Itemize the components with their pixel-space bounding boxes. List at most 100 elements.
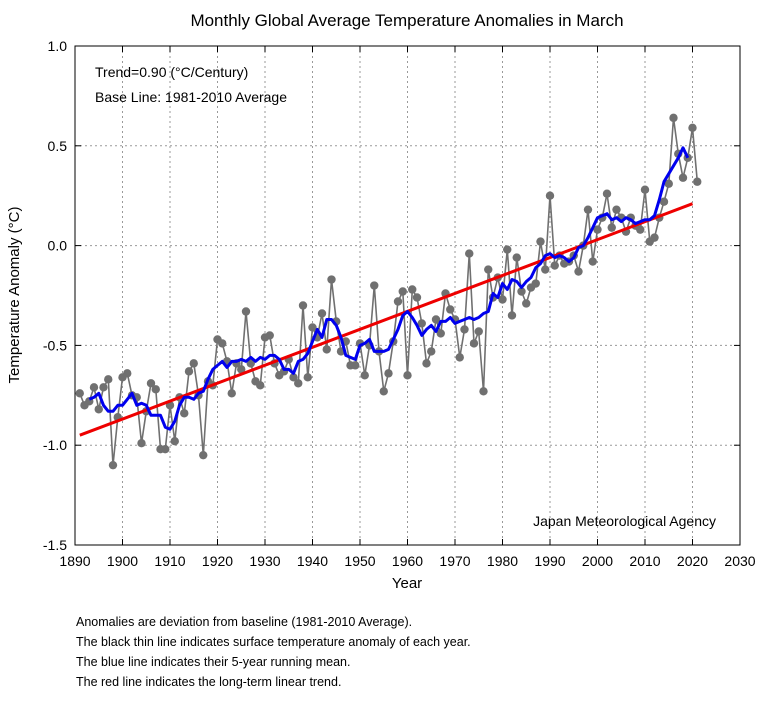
x-tick-label: 1960 [392, 553, 423, 569]
annual-data-point [184, 367, 194, 376]
series-layer [75, 113, 702, 470]
annual-data-point [545, 191, 555, 200]
annual-data-point [89, 383, 99, 392]
annual-data-point [123, 369, 132, 378]
annual-data-point [436, 329, 445, 338]
annual-data-point [218, 339, 227, 348]
x-tick-label: 1930 [249, 553, 280, 569]
source-annotation: Japan Meteorological Agency [533, 513, 716, 529]
annual-data-point [99, 383, 108, 392]
grid [75, 46, 740, 545]
x-axis-label: Year [392, 575, 422, 592]
note-line: The blue line indicates their 5-year run… [76, 655, 351, 669]
note-line: The red line indicates the long-term lin… [76, 675, 342, 689]
x-tick-label: 2010 [629, 553, 660, 569]
annual-data-point [431, 315, 441, 324]
annual-data-point [446, 305, 455, 314]
annual-data-point [170, 437, 179, 446]
annual-data-point [237, 365, 246, 374]
annual-data-point [161, 444, 170, 454]
annual-data-point [317, 309, 327, 318]
annual-data-point [398, 287, 407, 296]
annual-data-point [322, 345, 331, 354]
annual-data-point [612, 205, 621, 214]
annual-data-point [104, 375, 113, 384]
annual-data-point [512, 253, 521, 262]
annual-data-point [574, 267, 583, 276]
x-tick-label: 1970 [439, 553, 470, 569]
annual-data-point [241, 307, 251, 316]
annual-data-point [408, 285, 417, 294]
annual-data-point [536, 237, 545, 246]
annual-data-point [298, 301, 308, 310]
annual-data-point [460, 325, 469, 334]
annual-data-point [370, 281, 379, 290]
y-tick-label: -1.0 [43, 437, 67, 453]
annual-data-point [189, 359, 198, 368]
annual-data-point [384, 369, 393, 378]
annual-data-point [517, 287, 526, 296]
ticks: 1890 1900 1910 1920 1930 1940 1950 1960 1970 1980… [43, 38, 756, 569]
annual-data-point [484, 265, 493, 274]
annual-data-point [669, 113, 678, 123]
temperature-anomaly-chart: Monthly Global Average Temperature Anoma… [6, 11, 756, 592]
annual-data-point [289, 373, 298, 382]
annual-data-point [360, 371, 369, 380]
y-tick-label: -1.5 [43, 537, 67, 553]
x-tick-label: 1950 [344, 553, 375, 569]
annual-data-point [417, 319, 426, 328]
annual-data-point [583, 205, 593, 214]
annual-anomaly-line [79, 117, 699, 467]
annual-data-point [351, 361, 360, 370]
annual-data-point [303, 373, 312, 382]
annual-data-point [664, 179, 673, 188]
annual-data-point [550, 261, 559, 270]
annual-data-point [265, 331, 274, 340]
trend-annotation: Trend=0.90 (°C/Century) [95, 64, 248, 80]
baseline-annotation: Base Line: 1981-2010 Average [95, 89, 287, 105]
annual-data-point [678, 173, 688, 182]
annual-data-point [531, 279, 540, 288]
note-line: The black thin line indicates surface te… [76, 635, 471, 649]
annual-data-point [308, 323, 317, 332]
x-tick-label: 2020 [677, 553, 708, 569]
annual-data-point [693, 177, 702, 186]
annual-data-point [522, 299, 531, 308]
annual-data-point [541, 265, 550, 274]
annual-data-point [593, 225, 602, 234]
x-tick-label: 2000 [582, 553, 613, 569]
annual-data-point [75, 389, 84, 398]
annual-data-point [199, 450, 208, 460]
annual-data-point [427, 347, 436, 356]
chart-title: Monthly Global Average Temperature Anoma… [190, 11, 623, 30]
annual-data-point [403, 371, 412, 380]
annual-data-point [246, 359, 255, 368]
annual-data-point [455, 353, 464, 362]
y-tick-label: 0.5 [48, 138, 68, 154]
plot-frame [74, 45, 741, 546]
annual-data-point [602, 189, 612, 198]
annual-data-point [607, 223, 616, 232]
y-axis-label: Temperature Anomaly (°C) [6, 207, 23, 384]
x-tick-label: 1920 [202, 553, 233, 569]
running-mean-line [88, 146, 690, 431]
annual-data-point [474, 327, 483, 336]
annual-data-point [151, 385, 160, 394]
y-tick-label: 0.0 [48, 238, 68, 254]
x-tick-label: 1940 [297, 553, 328, 569]
annual-data-point [294, 379, 303, 388]
annual-data-point [393, 297, 403, 306]
annual-data-point [412, 293, 422, 302]
annual-data-point [137, 439, 146, 448]
annual-data-point [227, 389, 236, 398]
x-tick-label: 1990 [534, 553, 565, 569]
x-tick-label: 1900 [107, 553, 138, 569]
annual-data-point [636, 225, 645, 234]
annual-data-point [659, 197, 669, 206]
annual-data-point [640, 185, 650, 194]
annual-data-point [498, 295, 507, 304]
annual-data-point [465, 249, 474, 258]
x-tick-label: 2030 [724, 553, 755, 569]
annual-data-point [650, 233, 659, 242]
annual-data-point [588, 257, 597, 266]
